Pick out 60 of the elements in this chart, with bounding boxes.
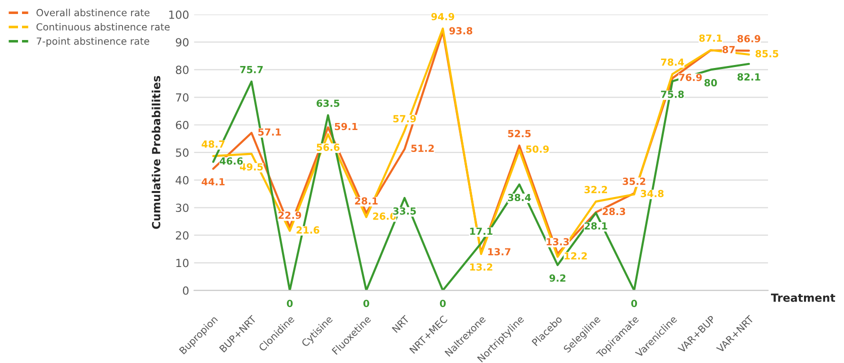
y-tick-label: 60 — [176, 120, 189, 130]
data-label: 28.1 — [355, 197, 378, 205]
data-label: 13.3 — [546, 238, 569, 246]
data-label: 86.9 — [738, 35, 760, 42]
data-label: 13.2 — [470, 263, 492, 271]
data-label: 46.6 — [220, 157, 243, 165]
data-label: 87.1 — [699, 34, 722, 42]
y-tick-label: 80 — [176, 66, 189, 74]
data-label: 0 — [286, 300, 293, 308]
data-label: 75.8 — [661, 90, 684, 98]
data-label: 85.5 — [756, 50, 778, 58]
legend-label: Overall abstinence rate — [36, 8, 150, 16]
data-label: 34.8 — [640, 190, 664, 198]
data-label: 63.5 — [316, 100, 340, 107]
data-label: 33.5 — [393, 207, 416, 215]
data-label: 21.6 — [296, 226, 320, 234]
y-tick-label: 40 — [176, 176, 189, 184]
data-label: 9.2 — [549, 274, 566, 282]
y-tick-label: 30 — [176, 204, 189, 212]
data-label: 51.2 — [411, 144, 434, 152]
data-label: 17.1 — [470, 228, 492, 235]
data-label: 12.2 — [564, 252, 587, 260]
data-label: 28.1 — [584, 222, 608, 230]
data-label: 22.9 — [278, 212, 302, 219]
data-label: 57.1 — [258, 128, 281, 136]
data-label: 93.8 — [449, 27, 472, 34]
data-label: 0 — [631, 300, 638, 308]
data-label: 78.4 — [661, 58, 684, 66]
legend-label: 7-point abstinence rate — [36, 37, 150, 47]
y-tick-label: 20 — [176, 231, 189, 240]
data-label: 35.2 — [622, 178, 646, 185]
legend-label: Continuous abstinence rate — [36, 23, 170, 31]
data-label: 0 — [440, 300, 446, 308]
data-label: 76.9 — [679, 74, 702, 82]
y-tick-label: 10 — [176, 258, 189, 268]
data-label: 59.1 — [334, 122, 358, 130]
data-label: 49.5 — [240, 163, 263, 171]
data-label: 75.7 — [240, 66, 263, 74]
data-label: 0 — [363, 300, 370, 308]
data-label: 44.1 — [202, 178, 225, 186]
data-label: 56.6 — [316, 144, 340, 151]
y-axis-title: Cumulative Probabilities — [152, 76, 160, 229]
y-tick-label: 100 — [169, 10, 189, 19]
data-label: 57.9 — [393, 115, 416, 122]
y-tick-label: 50 — [176, 148, 189, 157]
data-label: 38.4 — [508, 194, 531, 202]
data-label: 87 — [722, 46, 735, 54]
data-label: 28.3 — [602, 208, 626, 216]
data-label: 94.9 — [431, 12, 454, 20]
x-axis-title: Treatment — [770, 294, 836, 302]
data-label: 52.5 — [508, 130, 531, 138]
y-tick-label: 70 — [176, 93, 189, 102]
data-label: 13.7 — [488, 248, 510, 256]
data-label: 80 — [704, 79, 717, 86]
data-label: 50.9 — [526, 145, 549, 153]
data-label: 32.2 — [584, 186, 608, 194]
y-tick-label: 90 — [176, 38, 189, 46]
data-label: 82.1 — [738, 73, 760, 81]
y-tick-label: 0 — [182, 286, 189, 295]
data-label: 48.7 — [202, 140, 224, 148]
